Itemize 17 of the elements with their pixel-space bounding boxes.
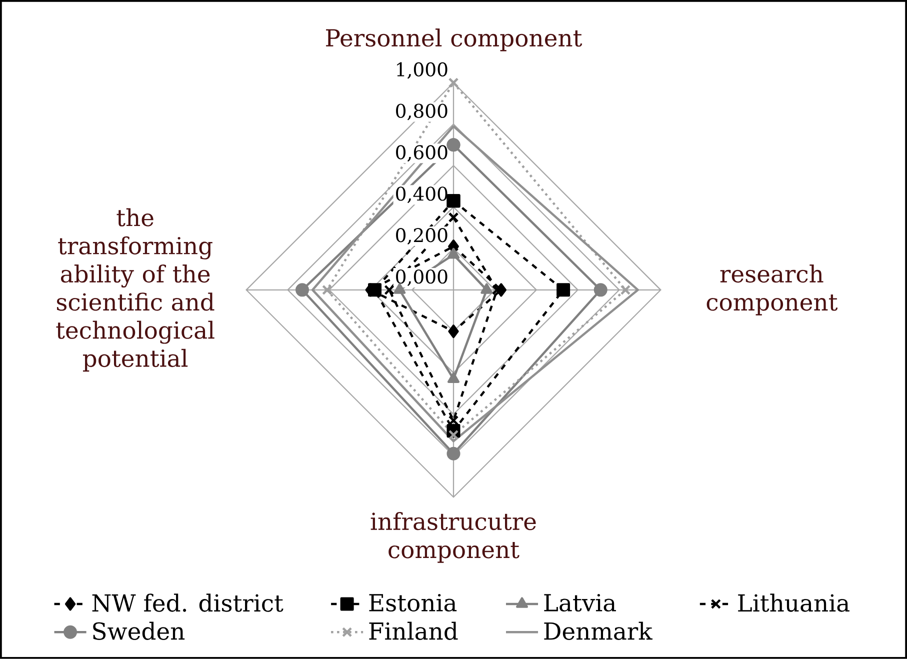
y-tick-label: 0,400 xyxy=(396,186,448,204)
spoke-label: research component xyxy=(706,264,838,316)
legend-label: Sweden xyxy=(93,622,185,640)
legend-label: Latvia xyxy=(544,594,616,612)
y-tick-label: 1,000 xyxy=(397,62,448,79)
legend-label: Denmark xyxy=(544,622,652,640)
y-tick-label: 0,000 xyxy=(396,270,448,286)
legend-label: NW fed. district xyxy=(92,594,284,612)
legend-label: Lithuania xyxy=(738,594,850,612)
spoke-label: Personnel component xyxy=(326,28,582,52)
spoke-label: the transforming ability of the scientific and technological potential xyxy=(56,208,214,372)
y-tick-label: 0,200 xyxy=(396,228,448,245)
legend-label: Finland xyxy=(369,622,458,640)
y-tick-label: 0,800 xyxy=(396,104,448,120)
legend-label: Estonia xyxy=(369,594,457,612)
y-tick-label: 0,600 xyxy=(396,145,448,162)
spoke-label: infrastrucutre component xyxy=(370,512,536,563)
